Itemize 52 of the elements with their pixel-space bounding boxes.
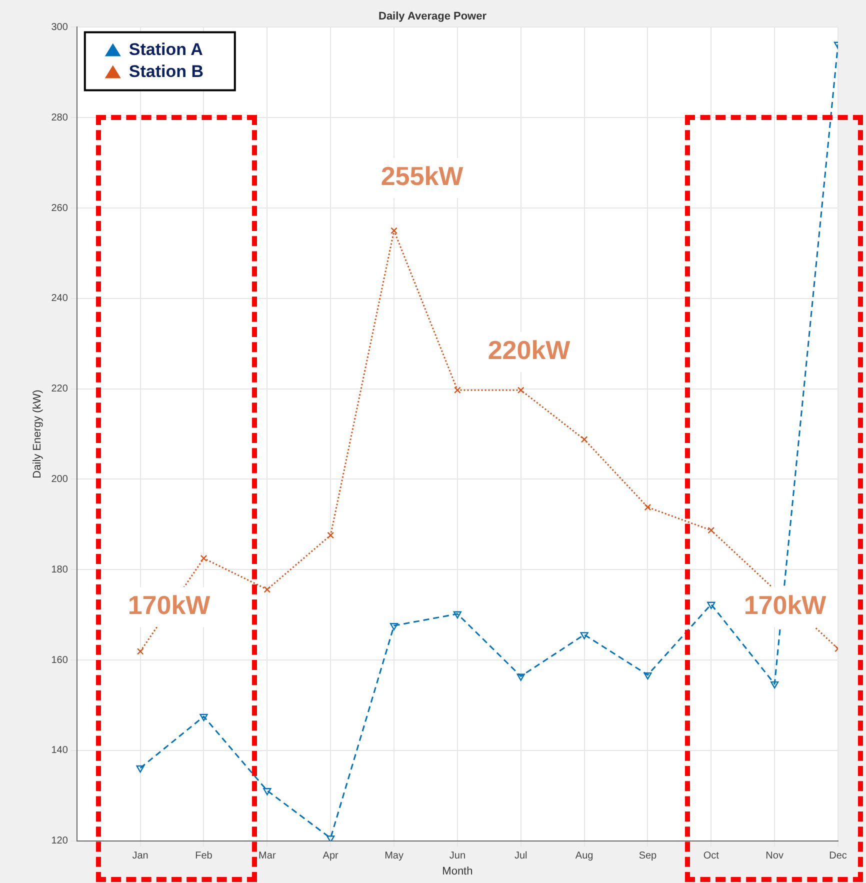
x-tick-label: Feb [195,850,213,862]
y-tick-label: 220 [51,384,68,395]
y-tick-label: 240 [51,293,68,304]
point [708,526,715,534]
y-tick-label: 280 [51,112,68,124]
point [453,611,462,618]
x-tick-label: Oct [703,850,720,862]
legend-label: Station B [128,62,204,81]
annotation: 170kW [744,590,827,620]
y-tick-label: 120 [51,836,68,847]
x-tick-label: Jan [132,850,148,862]
y-tick-label: 140 [51,745,68,756]
x-tick-label: Dec [829,850,847,862]
point [263,788,272,796]
chart-title: Daily Average Power [378,10,488,23]
x-tick-label: Aug [575,850,594,862]
point [264,586,271,593]
point [707,602,716,610]
y-tick-label: 300 [51,22,68,33]
point [516,674,525,681]
annotation: 255kW [380,161,464,192]
point [580,436,588,443]
point [200,714,208,722]
y-axis-title: Daily Energy (kW) [32,390,44,478]
point [136,648,144,655]
x-tick-label: Jul [514,850,528,862]
point [644,672,652,680]
x-tick-label: Jun [449,850,466,862]
y-tick-label: 160 [51,654,68,666]
legend-label: Station A [128,40,203,59]
point [580,632,588,640]
point [327,532,334,539]
point [454,386,461,394]
y-tick-label: 260 [51,202,68,214]
point [517,386,524,394]
x-tick-label: Mar [258,850,276,862]
point [200,554,208,562]
point [326,835,335,841]
annotation: 170kW [128,590,211,620]
x-axis-title: Month [442,865,473,878]
point [136,765,144,773]
x-tick-label: Sep [638,850,658,862]
x-tick-label: Apr [322,850,340,862]
point [644,504,652,511]
point [390,227,398,234]
annotation: 220kW [488,335,571,366]
y-tick-label: 180 [51,564,68,576]
point [390,623,398,630]
point [770,681,779,689]
x-tick-label: Nov [766,850,784,862]
x-tick-label: May [384,850,404,862]
y-tick-label: 200 [51,474,68,485]
